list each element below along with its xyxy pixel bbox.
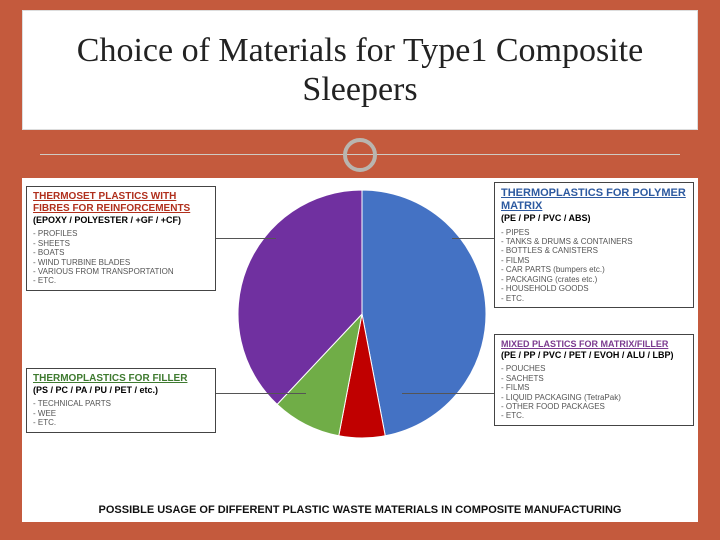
list-item: POUCHES [501, 364, 687, 373]
pie-slice-thermoplastics-matrix [362, 190, 486, 436]
box-list: PROFILESSHEETSBOATSWIND TURBINE BLADESVA… [33, 229, 209, 286]
list-item: LIQUID PACKAGING (TetraPak) [501, 393, 687, 402]
chart-caption: POSSIBLE USAGE OF DIFFERENT PLASTIC WAST… [22, 504, 698, 516]
list-item: VARIOUS FROM TRANSPORTATION [33, 267, 209, 276]
box-thermoset: THERMOSET PLASTICS WITH FIBRES FOR REINF… [26, 186, 216, 291]
box-thermoplastic-filler: THERMOPLASTICS FOR FILLER (PS / PC / PA … [26, 368, 216, 433]
leader-line [216, 238, 276, 239]
list-item: ETC. [33, 418, 209, 427]
list-item: OTHER FOOD PACKAGES [501, 402, 687, 411]
box-list: PIPESTANKS & DRUMS & CONTAINERSBOTTLES &… [501, 228, 687, 304]
list-item: ETC. [33, 276, 209, 285]
list-item: ETC. [501, 294, 687, 303]
list-item: TECHNICAL PARTS [33, 399, 209, 408]
pie-svg [232, 184, 492, 444]
leader-line [216, 393, 306, 394]
box-header: THERMOPLASTICS FOR FILLER [33, 373, 209, 385]
box-sub: (EPOXY / POLYESTER / +GF / +CF) [33, 215, 209, 226]
leader-line [452, 238, 494, 239]
list-item: HOUSEHOLD GOODS [501, 284, 687, 293]
list-item: BOATS [33, 248, 209, 257]
list-item: FILMS [501, 383, 687, 392]
list-item: ETC. [501, 411, 687, 420]
list-item: PROFILES [33, 229, 209, 238]
list-item: SACHETS [501, 374, 687, 383]
ring-ornament [343, 138, 377, 172]
box-sub: (PS / PC / PA / PU / PET / etc.) [33, 385, 209, 396]
chart-area: THERMOSET PLASTICS WITH FIBRES FOR REINF… [22, 178, 698, 522]
list-item: WIND TURBINE BLADES [33, 258, 209, 267]
list-item: SHEETS [33, 239, 209, 248]
box-header: MIXED PLASTICS FOR MATRIX/FILLER [501, 339, 687, 350]
box-header: THERMOSET PLASTICS WITH FIBRES FOR REINF… [33, 191, 209, 215]
pie-chart [232, 184, 492, 444]
box-sub: (PE / PP / PVC / ABS) [501, 213, 687, 224]
list-item: WEE [33, 409, 209, 418]
list-item: CAR PARTS (bumpers etc.) [501, 265, 687, 274]
list-item: FILMS [501, 256, 687, 265]
box-mixed: MIXED PLASTICS FOR MATRIX/FILLER (PE / P… [494, 334, 694, 426]
box-list: POUCHESSACHETSFILMSLIQUID PACKAGING (Tet… [501, 364, 687, 421]
box-header: THERMOPLASTICS FOR POLYMER MATRIX [501, 187, 687, 213]
list-item: BOTTLES & CANISTERS [501, 246, 687, 255]
title-box: Choice of Materials for Type1 Composite … [22, 10, 698, 130]
list-item: TANKS & DRUMS & CONTAINERS [501, 237, 687, 246]
page-title: Choice of Materials for Type1 Composite … [43, 31, 677, 109]
box-list: TECHNICAL PARTSWEEETC. [33, 399, 209, 427]
box-thermoplastic-matrix: THERMOPLASTICS FOR POLYMER MATRIX (PE / … [494, 182, 694, 308]
box-sub: (PE / PP / PVC / PET / EVOH / ALU / LBP) [501, 350, 687, 361]
list-item: PACKAGING (crates etc.) [501, 275, 687, 284]
leader-line [402, 393, 494, 394]
list-item: PIPES [501, 228, 687, 237]
